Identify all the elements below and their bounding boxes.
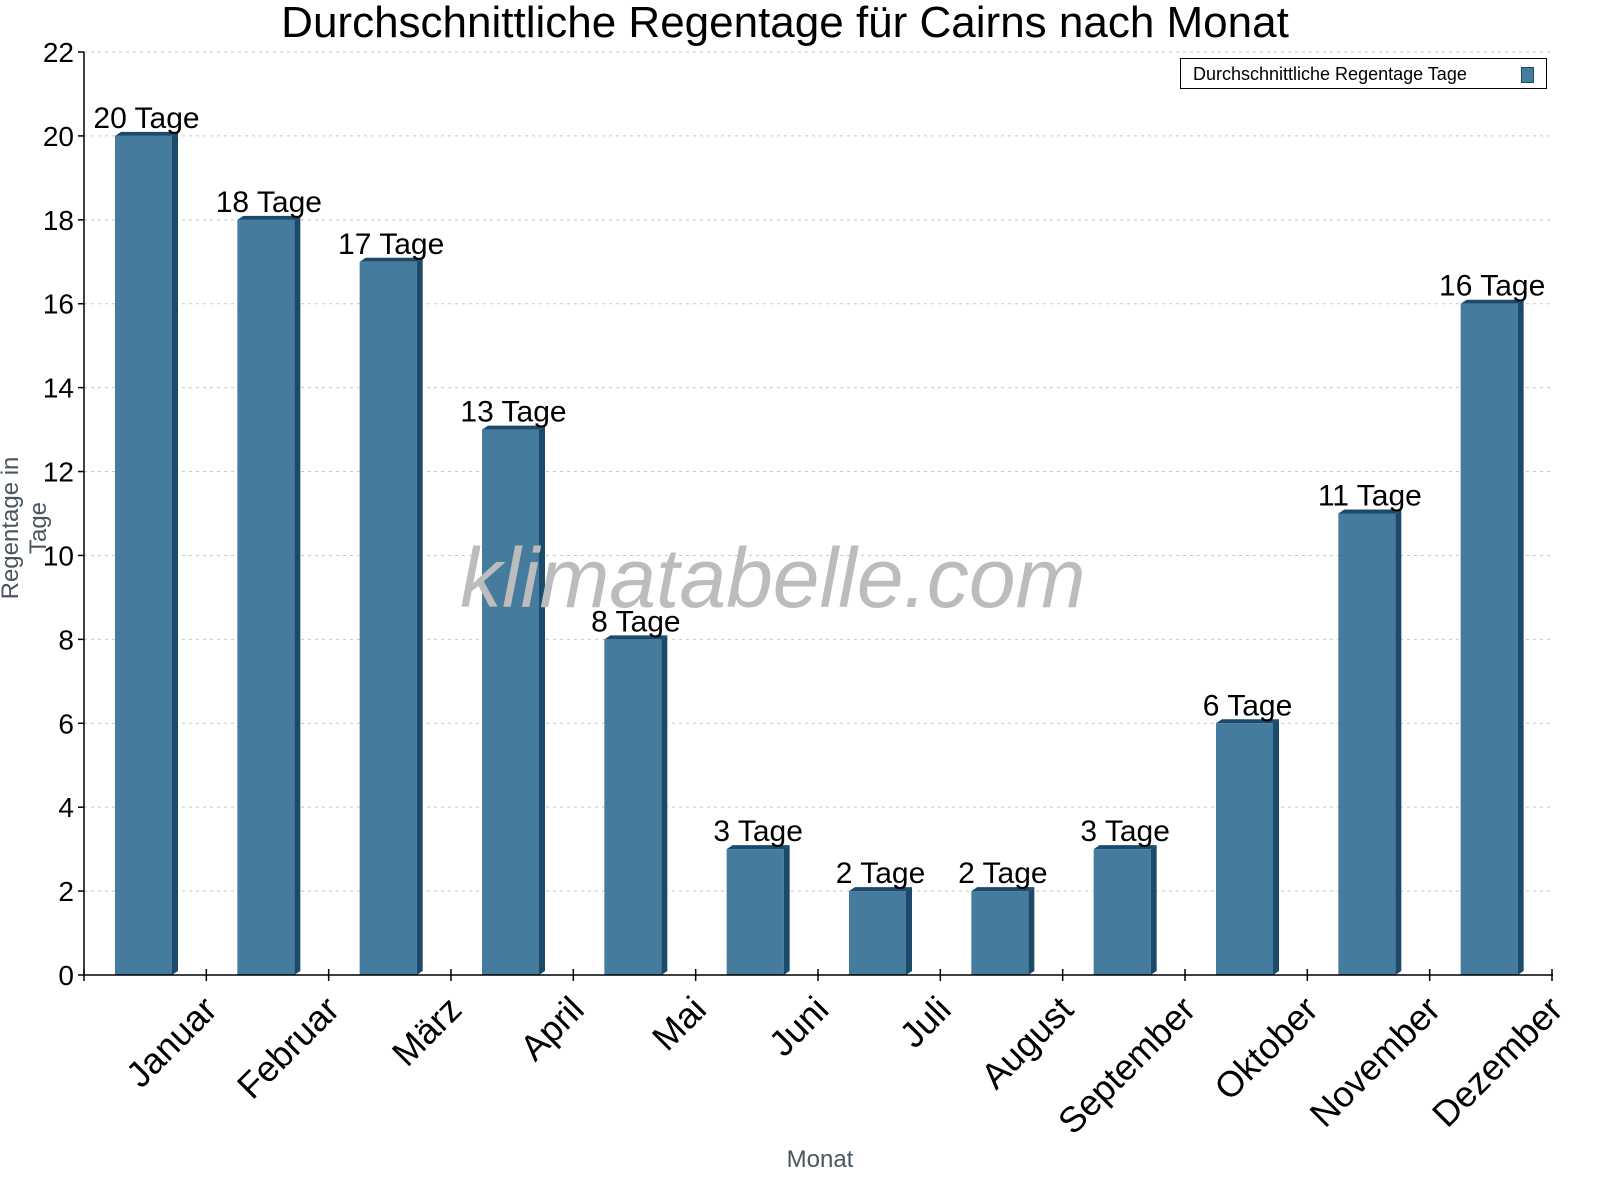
x-axis-title: Monat [786,1146,854,1173]
y-axis-title: Regentage in Tage [0,456,52,600]
data-label: 3 Tage [1080,815,1170,848]
y-tick-label: 18 [43,205,74,236]
data-label: 17 Tage [338,228,444,261]
bar-juli [849,887,912,975]
x-tick-label: Mai [644,988,714,1058]
bar-mai [604,635,668,975]
y-tick-label: 4 [58,792,74,823]
x-tick-label: Juni [761,988,837,1064]
y-tick-label: 12 [43,457,74,488]
x-tick-label: Juli [891,988,958,1055]
y-tick-label: 2 [58,876,74,907]
x-tick-label: Januar [118,988,225,1095]
legend-label: Durchschnittliche Regentage Tage [1193,64,1467,84]
data-label: 20 Tage [93,102,199,135]
watermark: klimatabelle.com [460,531,1086,625]
data-label: 16 Tage [1439,270,1545,303]
bar-november [1338,509,1402,975]
bar-september [1093,845,1157,975]
data-label: 2 Tage [958,857,1048,890]
y-tick-label: 0 [58,960,74,991]
data-label: 13 Tage [460,396,566,429]
x-tick-label: November [1302,988,1448,1134]
bar-dezember [1460,299,1524,975]
y-tick-label: 8 [58,624,74,655]
y-tick-label: 16 [43,289,74,320]
legend: Durchschnittliche Regentage Tage [1180,58,1547,89]
bar-januar [115,131,178,976]
legend-swatch-icon [1521,67,1534,83]
data-label: 3 Tage [713,815,803,848]
bar-juni [726,845,790,975]
data-label: 2 Tage [836,857,926,890]
y-tick-label: 14 [43,373,74,404]
bar-august [971,887,1035,975]
bar-märz [359,257,423,976]
x-tick-label: März [384,988,470,1074]
data-label: 6 Tage [1203,689,1293,722]
data-label: 18 Tage [216,186,322,219]
x-tick-label: Oktober [1206,988,1326,1108]
chart-title: Durchschnittliche Regentage für Cairns n… [281,0,1289,47]
bar-april [482,425,545,975]
y-tick-label: 10 [43,540,74,571]
x-tick-label: Februar [229,988,347,1106]
y-tick-label: 22 [43,37,74,68]
y-tick-label: 20 [43,121,74,152]
y-tick-label: 6 [58,708,74,739]
bar-februar [237,215,301,975]
data-label: 11 Tage [1318,480,1422,513]
bar-oktober [1216,719,1279,975]
x-tick-label: Dezember [1424,988,1570,1134]
x-tick-label: August [973,988,1081,1096]
x-tick-label: April [512,988,592,1068]
data-label: 8 Tage [591,605,681,638]
